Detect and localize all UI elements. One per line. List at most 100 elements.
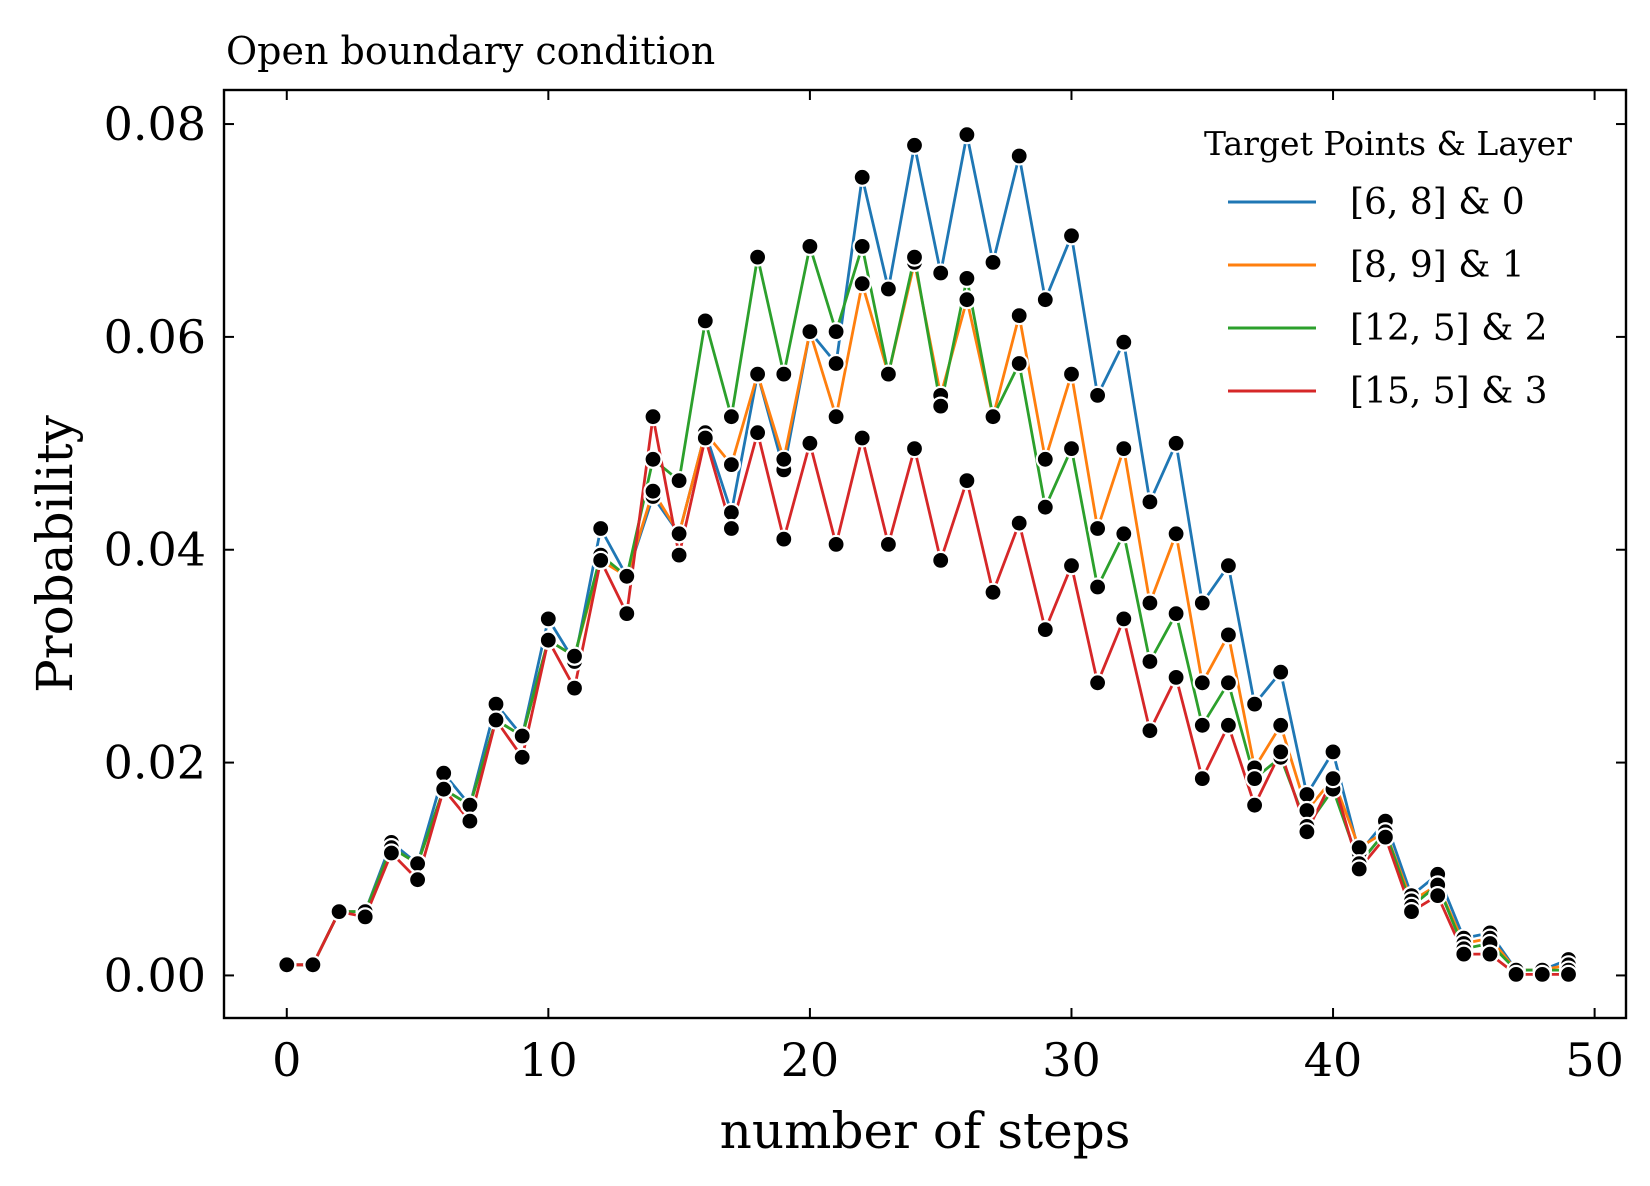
data-point-s2-15 (669, 471, 689, 491)
data-point-s3-48 (1532, 964, 1552, 985)
data-point-s3-42 (1375, 827, 1396, 847)
data-point-s3-0 (277, 955, 297, 975)
data-point-s2-24 (904, 247, 925, 267)
data-point-s2-16 (695, 311, 715, 331)
data-point-s1-36 (1218, 625, 1239, 645)
data-point-s0-36 (1218, 556, 1239, 576)
data-point-s3-19 (774, 529, 794, 549)
data-point-s3-47 (1506, 964, 1526, 985)
data-point-s3-15 (669, 545, 689, 565)
data-point-s3-18 (747, 423, 768, 443)
data-point-s0-40 (1323, 742, 1343, 762)
data-point-s0-32 (1114, 332, 1134, 352)
data-point-s1-19 (774, 449, 794, 469)
data-point-s1-15 (669, 524, 689, 544)
data-point-s0-37 (1244, 694, 1265, 714)
data-point-s3-14 (643, 407, 663, 427)
data-point-s3-49 (1558, 964, 1579, 985)
data-point-s3-28 (1009, 513, 1029, 533)
legend-label-0: [6, 8] & 0 (1350, 182, 1525, 223)
y-tick-label-1: 0.02 (104, 736, 206, 790)
data-point-s3-43 (1401, 901, 1422, 922)
data-point-s2-18 (747, 247, 768, 267)
data-point-s3-35 (1192, 768, 1212, 789)
data-point-s2-34 (1166, 603, 1186, 624)
y-tick-label-2: 0.04 (104, 523, 206, 577)
y-axis-label: Probability (26, 414, 84, 693)
data-point-s1-14 (643, 481, 663, 501)
x-tick-label-2: 20 (781, 1033, 840, 1087)
data-point-s3-23 (878, 534, 899, 555)
data-point-s3-31 (1087, 673, 1108, 693)
data-point-s0-12 (591, 518, 611, 539)
data-point-s0-24 (904, 135, 925, 155)
data-point-s1-38 (1271, 715, 1291, 735)
data-point-s3-36 (1218, 715, 1239, 735)
data-point-s2-22 (852, 236, 872, 256)
data-point-s1-29 (1035, 449, 1055, 469)
data-point-s3-25 (931, 550, 951, 571)
data-point-s2-7 (460, 795, 480, 815)
data-point-s3-29 (1035, 619, 1055, 640)
data-point-s1-32 (1114, 439, 1134, 459)
data-point-s1-28 (1009, 306, 1029, 326)
legend-label-1: [8, 9] & 1 (1350, 245, 1525, 286)
data-point-s0-25 (931, 263, 951, 283)
data-point-s2-31 (1087, 577, 1108, 597)
data-point-s3-41 (1349, 859, 1369, 879)
marker-layer (277, 125, 1579, 985)
data-point-s3-34 (1166, 667, 1186, 688)
data-point-s2-21 (826, 322, 846, 342)
data-point-s3-39 (1297, 822, 1317, 842)
data-point-s2-19 (774, 364, 794, 384)
data-point-s2-27 (983, 407, 1003, 427)
chart-title: Open boundary condition (226, 29, 715, 73)
data-point-s3-38 (1271, 742, 1291, 762)
legend-label-2: [12, 5] & 2 (1350, 308, 1548, 349)
data-point-s3-12 (591, 550, 611, 571)
data-point-s3-24 (904, 439, 925, 459)
data-point-s3-17 (721, 518, 742, 539)
data-point-s3-26 (957, 471, 977, 491)
data-point-s0-22 (852, 167, 872, 187)
data-point-s3-33 (1140, 721, 1160, 741)
data-point-s3-40 (1323, 768, 1343, 789)
data-point-s0-26 (957, 125, 977, 145)
data-point-s3-21 (826, 534, 846, 555)
data-point-s0-8 (486, 694, 506, 714)
data-point-s2-26 (957, 268, 977, 288)
data-point-s1-34 (1166, 524, 1186, 544)
x-tick-label-5: 50 (1565, 1033, 1624, 1087)
data-point-s3-16 (695, 428, 715, 448)
data-point-s2-37 (1244, 768, 1265, 789)
data-point-s2-35 (1192, 715, 1212, 735)
x-axis-label: number of steps (720, 1102, 1131, 1160)
data-point-s3-4 (381, 843, 401, 863)
data-point-s1-18 (747, 364, 768, 384)
data-point-s3-22 (852, 428, 872, 448)
data-point-s2-20 (800, 236, 820, 256)
data-point-s3-20 (800, 433, 820, 453)
data-point-s0-39 (1297, 784, 1317, 805)
data-point-s2-29 (1035, 497, 1055, 517)
data-point-s3-30 (1061, 556, 1082, 576)
data-point-s1-39 (1297, 800, 1317, 821)
data-point-s3-10 (538, 630, 558, 650)
data-point-s0-28 (1009, 146, 1029, 166)
data-point-s3-9 (512, 747, 532, 767)
data-point-s2-14 (643, 449, 663, 469)
data-point-s0-34 (1166, 433, 1186, 453)
data-point-s0-30 (1061, 226, 1082, 246)
y-tick-label-4: 0.08 (104, 97, 206, 151)
data-point-s3-1 (303, 955, 323, 975)
data-point-s2-5 (408, 854, 428, 874)
y-axis-ticks: 0.00 0.02 0.04 0.06 0.08 (104, 97, 1626, 1002)
data-point-s3-6 (434, 779, 454, 799)
data-point-s1-41 (1349, 838, 1369, 858)
x-tick-label-0: 0 (272, 1033, 301, 1087)
data-point-s1-33 (1140, 593, 1160, 613)
data-point-s0-10 (538, 609, 558, 629)
data-point-s2-9 (512, 726, 532, 746)
